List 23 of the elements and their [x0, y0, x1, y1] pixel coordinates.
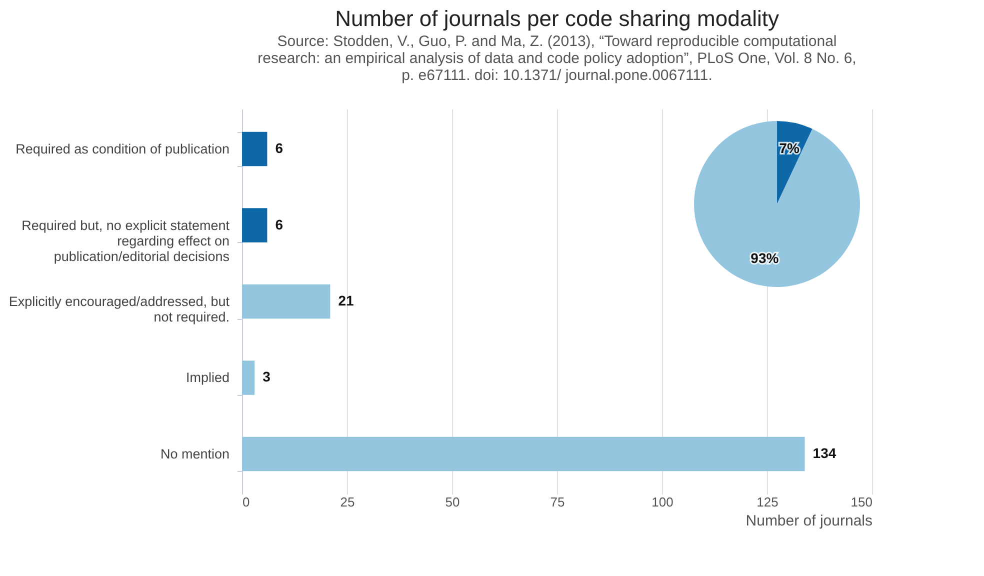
- data-label: 3: [262, 368, 271, 385]
- y-tick-label: Required but, no explicit statement regarding effect on publication/editorial decisions: [22, 218, 230, 264]
- y-tick-label: Implied: [186, 370, 230, 386]
- x-tick-label: 100: [652, 494, 674, 510]
- x-tick-label: 75: [550, 494, 565, 510]
- y-tick-label: Explicitly encouraged/addressed, but not required.: [8, 294, 230, 324]
- data-label: 7%: [779, 140, 800, 156]
- x-axis-title: Number of journals: [746, 512, 872, 530]
- data-label: 21: [338, 292, 354, 308]
- x-tick-label: 50: [445, 494, 460, 510]
- source-note: Source: Stodden, V., Guo, P. and Ma, Z. (2013), “Toward reproducible computational research: an empirical analysis of data and code policy adoption”, PLoS One, Vol. 8 No. 6, p. e67111. doi: 10.1371/ journal.pone.0067111.: [258, 33, 856, 84]
- x-tick-label: 125: [756, 494, 778, 510]
- y-tick-label: Required as condition of publication: [16, 142, 230, 157]
- data-label: 6: [275, 216, 284, 232]
- x-tick-label: 150: [850, 494, 872, 510]
- pie-slice: [694, 121, 860, 287]
- y-tick-label: No mention: [160, 446, 230, 462]
- chart-title: Number of journals per code sharing modality: [335, 6, 779, 31]
- data-label: 93%: [750, 250, 780, 266]
- data-label: 6: [275, 140, 284, 156]
- x-tick-label: 25: [340, 494, 355, 510]
- x-tick-label: 0: [242, 494, 250, 510]
- data-label: 134: [812, 444, 836, 461]
